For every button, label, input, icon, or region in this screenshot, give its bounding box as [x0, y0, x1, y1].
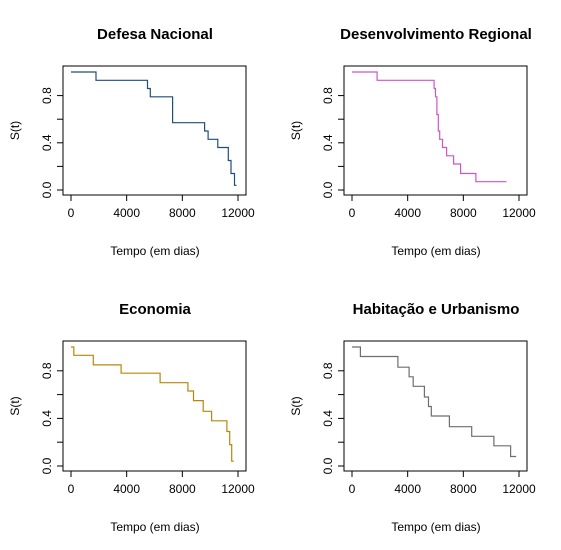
chart-panel-2: Desenvolvimento Regional 0 4000 8000 12000 0.…	[289, 26, 536, 258]
survival-curve	[71, 71, 237, 186]
x-tick-label: 12000	[221, 206, 255, 220]
x-axis-label: Tempo (em dias)	[391, 520, 480, 534]
y-tick-label: 0.0	[40, 181, 54, 198]
x-tick-label: 0	[349, 482, 356, 496]
x-tick-label: 12000	[502, 482, 536, 496]
y-axis-label: S(t)	[8, 396, 22, 415]
y-tick-label: 0.4	[40, 410, 54, 427]
y-tick-label: 0.0	[40, 457, 54, 474]
plot-frame	[62, 65, 247, 196]
y-tick-label: 0.4	[321, 410, 335, 427]
y-tick-label: 0.4	[321, 134, 335, 151]
y-tick-label: 0.0	[321, 457, 335, 474]
x-tick-label: 8000	[450, 206, 477, 220]
chart-panel-1: Defesa Nacional 0 4000 8000 12000 0.0 0.4 0.8 Te…	[8, 26, 255, 258]
survival-curve	[352, 346, 517, 458]
x-axis-label: Tempo (em dias)	[110, 520, 199, 534]
x-tick-label: 0	[349, 206, 356, 220]
y-axis-label: S(t)	[289, 396, 303, 415]
x-tick-label: 8000	[169, 206, 196, 220]
chart-title: Habitação e Urbanismo	[353, 301, 520, 318]
x-axis-label: Tempo (em dias)	[391, 244, 480, 258]
chart-panel-3: Economia 0 4000 8000 12000 0.0 0.4 0.8 Tempo (em…	[8, 301, 255, 534]
y-tick-label: 0.8	[321, 87, 335, 104]
plot-frame	[343, 65, 528, 196]
y-tick-label: 0.8	[40, 87, 54, 104]
chart-title: Desenvolvimento Regional	[340, 26, 532, 43]
survival-curve	[352, 71, 507, 183]
y-tick-label: 0.4	[40, 134, 54, 151]
chart-title: Economia	[119, 301, 191, 318]
plot-frame	[343, 340, 528, 472]
y-tick-label: 0.8	[40, 362, 54, 379]
x-tick-label: 12000	[502, 206, 536, 220]
x-tick-label: 4000	[113, 206, 140, 220]
chart-panel-4: Habitação e Urbanismo 0 4000 8000 12000 0.0 0.…	[289, 301, 536, 534]
x-tick-label: 4000	[394, 206, 421, 220]
x-tick-label: 8000	[169, 482, 196, 496]
y-tick-label: 0.0	[321, 181, 335, 198]
x-tick-label: 0	[68, 206, 75, 220]
plot-frame	[62, 340, 247, 472]
x-tick-label: 4000	[113, 482, 140, 496]
y-axis-label: S(t)	[289, 121, 303, 140]
x-axis-label: Tempo (em dias)	[110, 244, 199, 258]
x-tick-label: 8000	[450, 482, 477, 496]
x-tick-label: 12000	[221, 482, 255, 496]
x-tick-label: 0	[68, 482, 75, 496]
x-tick-label: 4000	[394, 482, 421, 496]
chart-title: Defesa Nacional	[97, 26, 213, 43]
y-axis-label: S(t)	[8, 121, 22, 140]
y-tick-label: 0.8	[321, 362, 335, 379]
survival-curve	[71, 346, 234, 462]
